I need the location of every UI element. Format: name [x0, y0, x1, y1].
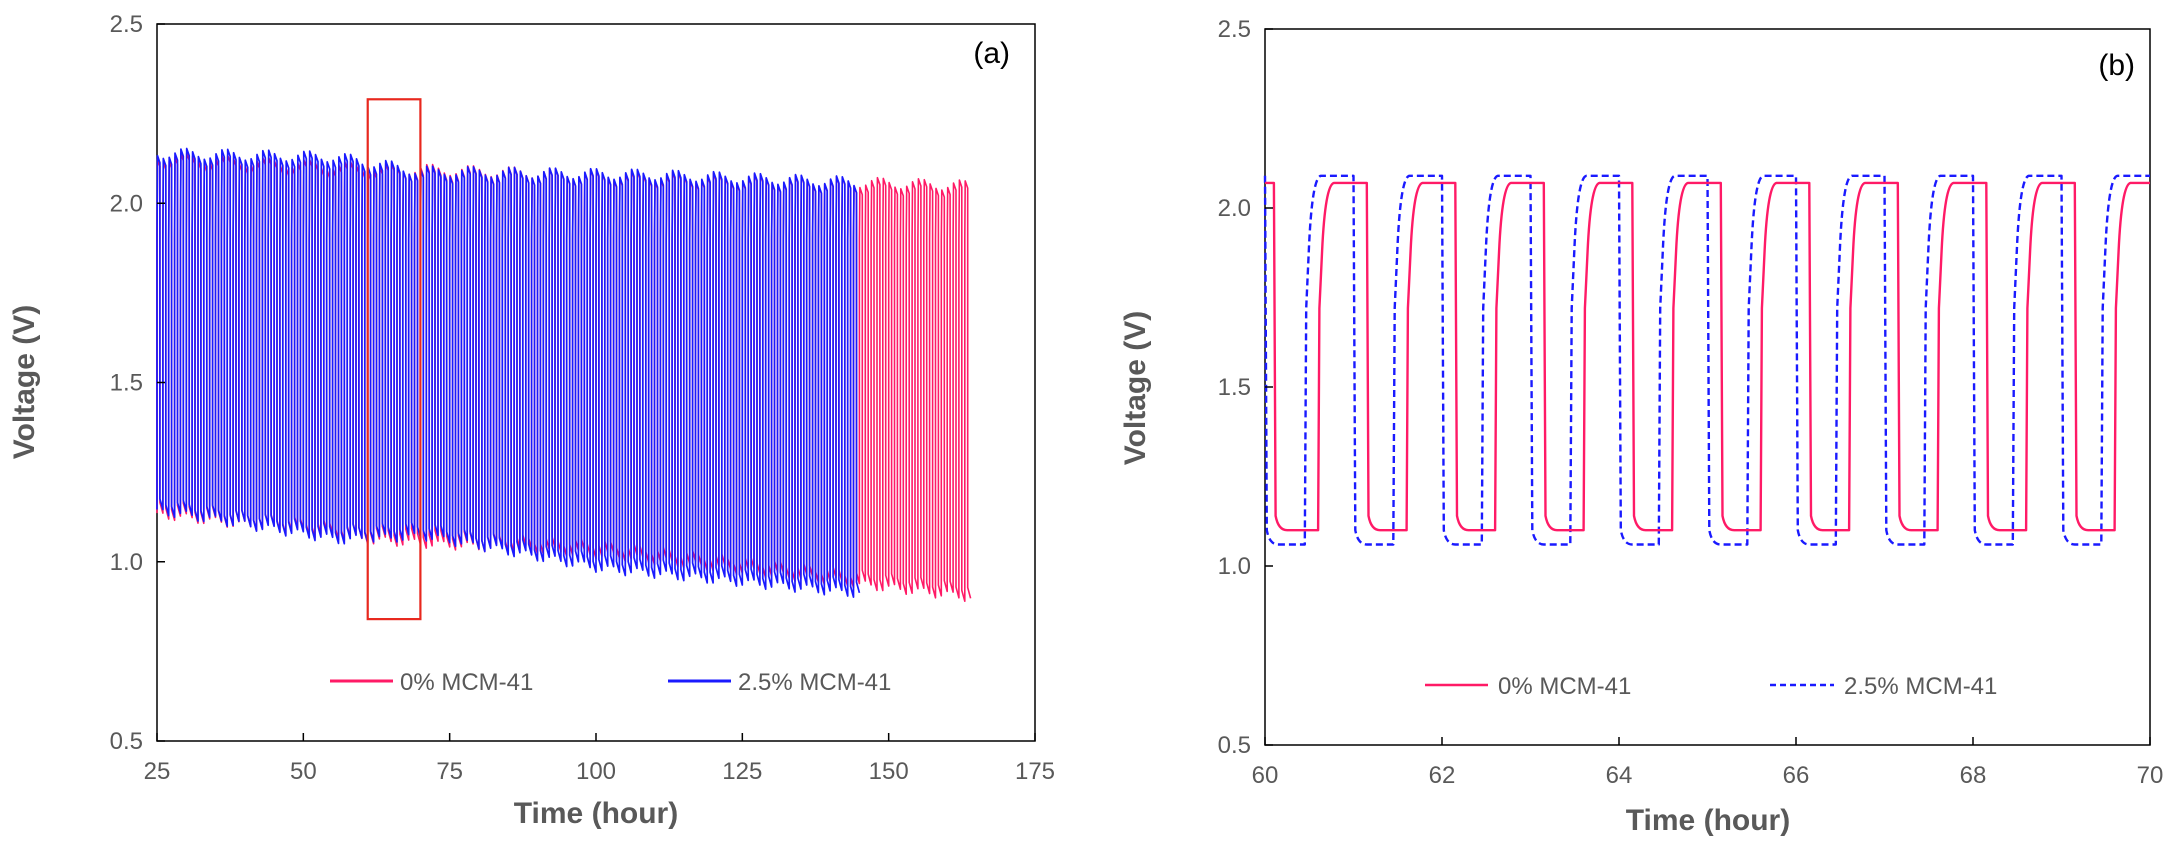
series-line-2-5pct	[1263, 174, 2150, 546]
y-tick-label: 1.0	[1218, 553, 1251, 580]
panel-b-label: (b)	[2098, 49, 2135, 82]
panel-b-x-axis-title: Time (hour)	[1626, 804, 1790, 837]
y-tick-label: 2.0	[1218, 195, 1251, 222]
series-line-2-5pct	[156, 147, 861, 598]
y-tick-label: 1.5	[110, 370, 143, 397]
x-tick-label: 64	[1606, 762, 1633, 789]
x-tick-label: 150	[869, 758, 909, 785]
panel-a-legend: 0% MCM-41 2.5% MCM-41	[330, 669, 891, 696]
x-tick-label: 70	[2137, 762, 2164, 789]
legend-label-2-5pct: 2.5% MCM-41	[738, 669, 891, 696]
panel-b: 60 62 64 66 68 70 0.5 1.0 1.5 2.0 2.5 Time (hour)…	[1119, 16, 2163, 837]
y-tick-label: 2.5	[1218, 16, 1251, 43]
y-tick-label: 0.5	[110, 728, 143, 755]
panel-b-legend: 0% MCM-41 2.5% MCM-41	[1425, 673, 1997, 700]
panel-b-y-axis-title: Voltage (V)	[1119, 311, 1152, 465]
x-tick-label: 125	[722, 758, 762, 785]
x-tick-label: 50	[290, 758, 317, 785]
panel-a-y-axis-title: Voltage (V)	[8, 305, 41, 459]
panel-b-y-axis: 0.5 1.0 1.5 2.0 2.5	[1218, 16, 1273, 759]
panel-a-x-axis: 25 50 75 100 125 150 175	[144, 733, 1055, 785]
x-tick-label: 75	[436, 758, 463, 785]
legend-label-2-5pct: 2.5% MCM-41	[1844, 673, 1997, 700]
y-tick-label: 1.5	[1218, 374, 1251, 401]
x-tick-label: 100	[576, 758, 616, 785]
x-tick-label: 175	[1015, 758, 1055, 785]
panel-a-x-axis-title: Time (hour)	[514, 797, 678, 830]
panel-a: 25 50 75 100 125 150 175 0.5 1.0 1.5 2.0 2.5 Time …	[8, 11, 1055, 830]
series-line-0pct	[1265, 181, 2150, 532]
panel-b-x-axis: 60 62 64 66 68 70	[1252, 737, 2164, 789]
x-tick-label: 60	[1252, 762, 1279, 789]
panel-a-data	[156, 98, 972, 621]
x-tick-label: 25	[144, 758, 171, 785]
legend-label-0pct: 0% MCM-41	[1498, 673, 1631, 700]
panel-b-data	[1263, 174, 2150, 546]
zoom-region-highlight	[366, 98, 422, 621]
x-tick-label: 68	[1960, 762, 1987, 789]
y-tick-label: 1.0	[110, 549, 143, 576]
x-tick-label: 66	[1783, 762, 1810, 789]
y-tick-label: 2.0	[110, 190, 143, 217]
legend-label-0pct: 0% MCM-41	[400, 669, 533, 696]
y-tick-label: 0.5	[1218, 732, 1251, 759]
panel-a-y-axis: 0.5 1.0 1.5 2.0 2.5	[110, 11, 165, 755]
panel-a-label: (a)	[973, 37, 1010, 70]
x-tick-label: 62	[1429, 762, 1456, 789]
y-tick-label: 2.5	[110, 11, 143, 38]
